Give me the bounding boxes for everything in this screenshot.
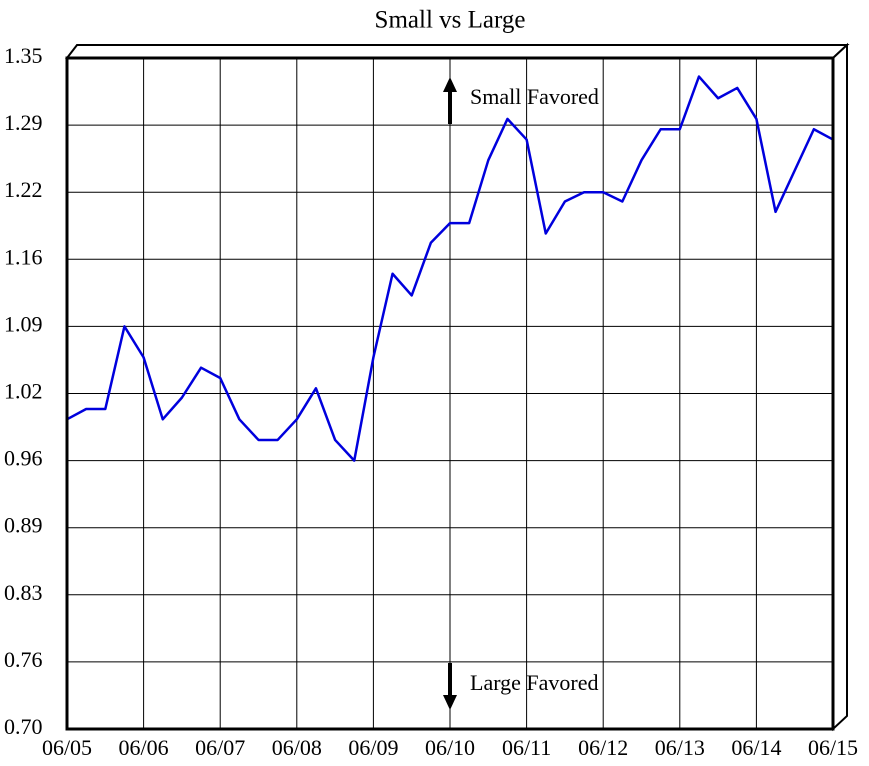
x-tick-label: 06/11: [502, 735, 551, 760]
x-tick-label: 06/09: [348, 735, 398, 760]
annotation: Large Favored: [470, 670, 599, 695]
y-tick-label: 1.16: [4, 244, 43, 269]
chart-title: Small vs Large: [375, 7, 526, 34]
annotation: Small Favored: [470, 84, 599, 109]
y-tick-label: 1.02: [4, 379, 43, 404]
y-tick-label: 1.09: [4, 311, 43, 336]
arrow-down-head: [443, 695, 457, 710]
frame-top: [64, 44, 850, 59]
arrow-up-head: [443, 77, 457, 92]
x-tick-label: 06/12: [578, 735, 628, 760]
plot-border: [65, 56, 835, 731]
x-tick-label: 06/15: [808, 735, 858, 760]
x-tick-label: 06/10: [425, 735, 475, 760]
x-tick-label: 06/08: [272, 735, 322, 760]
frame-side: [832, 42, 848, 732]
y-tick-label: 0.89: [4, 513, 43, 538]
marks: [66, 75, 834, 462]
x-tick-label: 06/06: [119, 735, 169, 760]
x-tick-label: 06/05: [42, 735, 92, 760]
y-tick-label: 1.22: [4, 177, 43, 202]
y-tick-label: 0.70: [4, 714, 43, 739]
x-tick-label: 06/13: [655, 735, 705, 760]
x-tick-label: 06/14: [731, 735, 781, 760]
y-tick-label: 1.35: [4, 43, 43, 68]
x-tick-label: 06/07: [195, 735, 245, 760]
y-tick-label: 0.83: [4, 580, 43, 605]
y-tick-label: 1.29: [4, 110, 43, 135]
y-tick-label: 0.76: [4, 647, 43, 672]
y-tick-label: 0.96: [4, 446, 43, 471]
line: [66, 75, 834, 462]
